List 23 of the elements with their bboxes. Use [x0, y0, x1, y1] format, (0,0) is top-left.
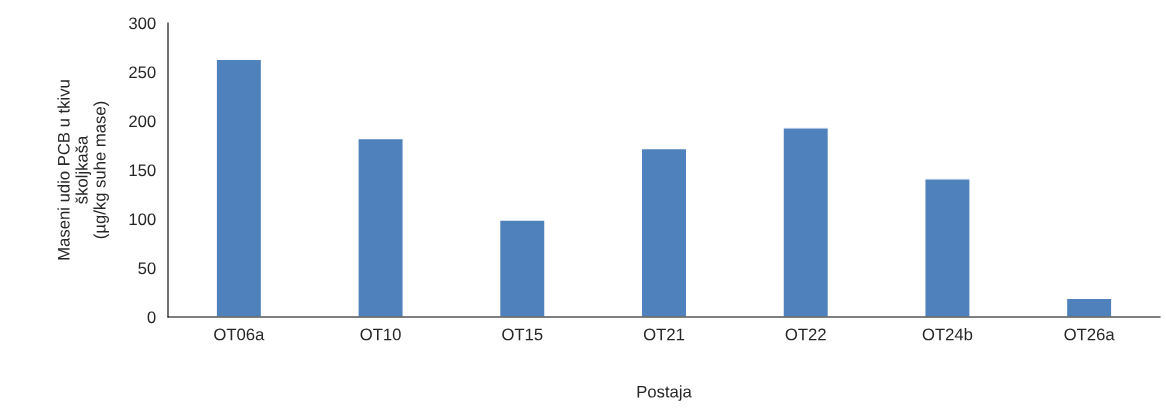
bar — [215, 58, 263, 317]
x-axis-title: Postaja — [637, 385, 692, 401]
x-tick-label: OT10 — [360, 328, 401, 341]
x-tick-label: OT24b — [922, 328, 973, 341]
bar — [924, 178, 971, 317]
x-tick-label: OT21 — [643, 328, 685, 341]
x-tick-label: OT06a — [214, 328, 265, 341]
bar — [782, 127, 830, 317]
y-tick-label: 100 — [129, 213, 156, 226]
y-tick-label: 150 — [129, 164, 156, 177]
bar — [498, 219, 546, 317]
bar — [640, 147, 688, 317]
x-tick-label: OT22 — [785, 328, 826, 341]
y-tick-label: 200 — [129, 115, 156, 128]
x-tick-label: OT26a — [1064, 328, 1115, 341]
bar — [357, 137, 404, 317]
bar — [1065, 297, 1113, 317]
x-tick-label: OT15 — [502, 328, 543, 341]
y-tick-label: 300 — [129, 17, 156, 30]
y-tick-label: 250 — [129, 66, 156, 79]
y-tick-label: 50 — [138, 262, 156, 275]
y-axis-title: Maseni udio PCB u tkivu školjkaša (µg/kg suhe mase) — [57, 80, 109, 260]
y-tick-label: 0 — [147, 311, 156, 324]
